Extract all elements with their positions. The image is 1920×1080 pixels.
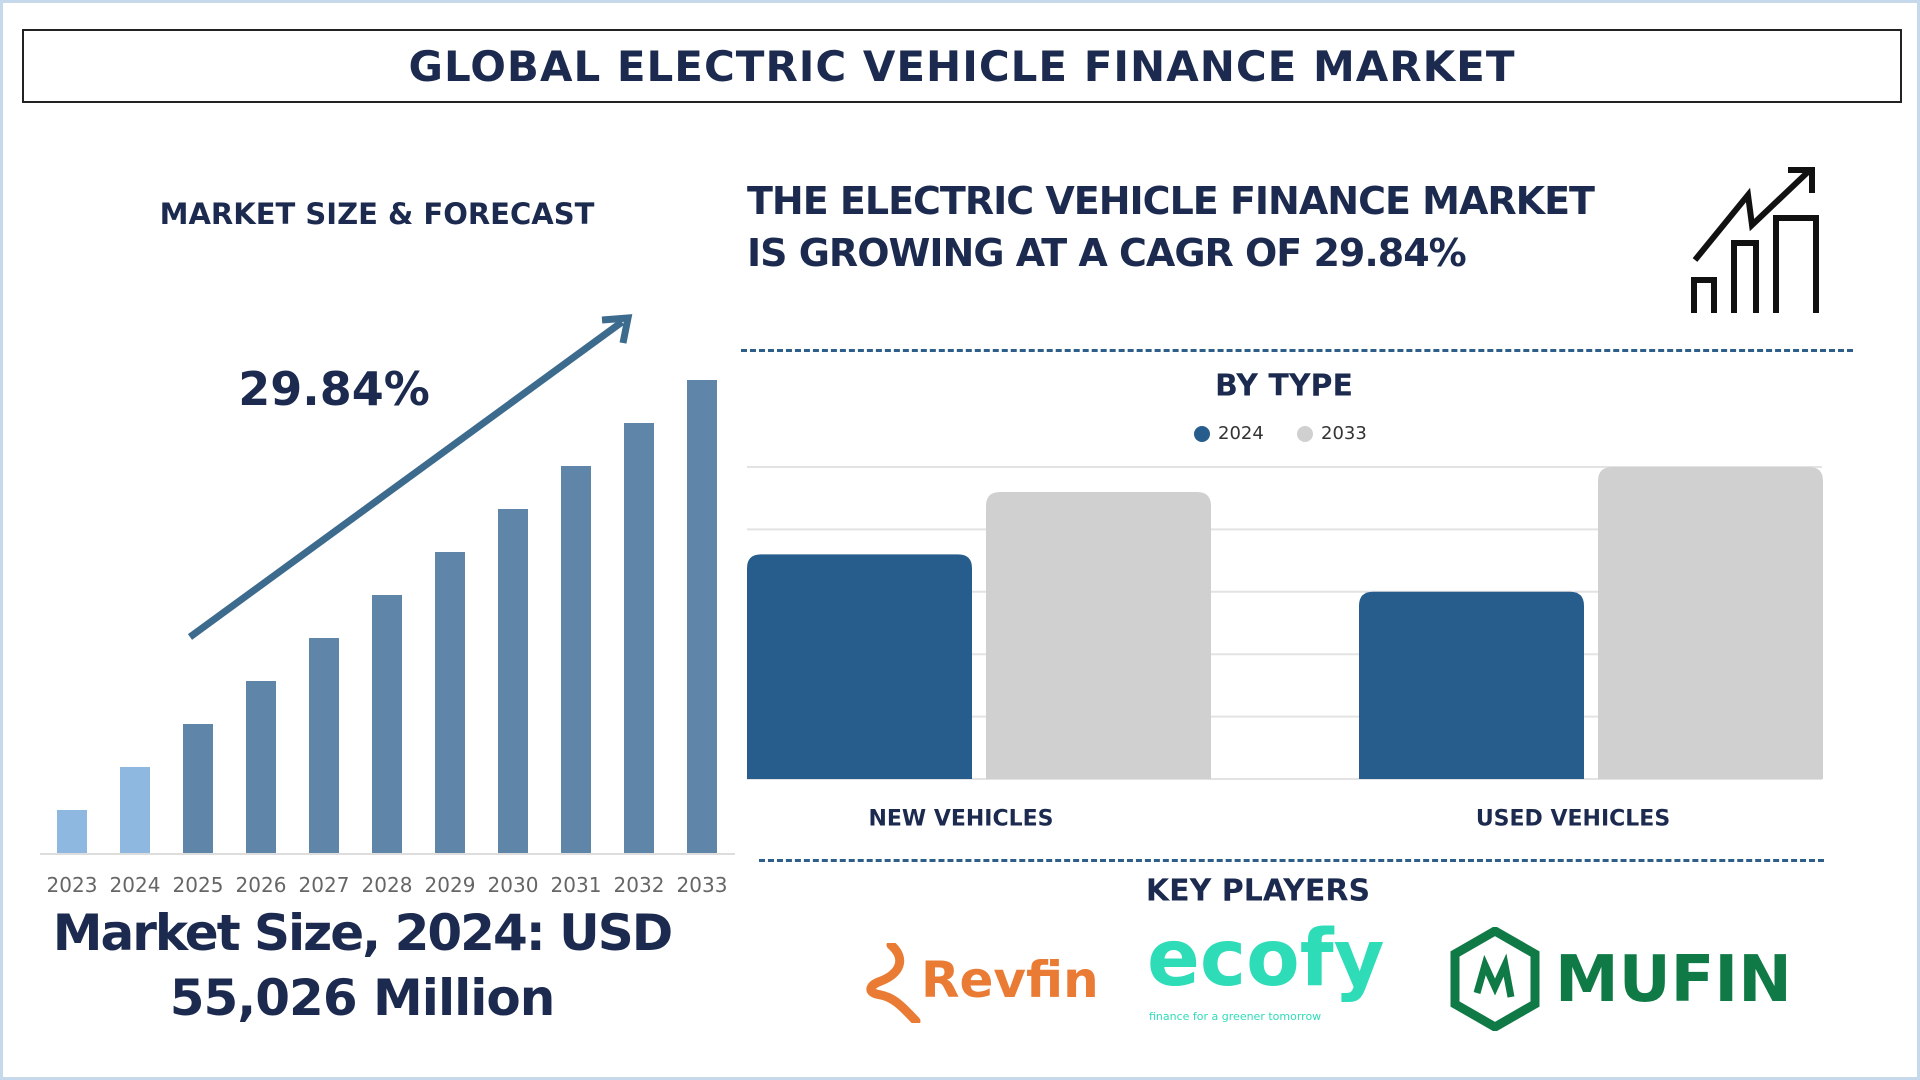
divider-top (741, 349, 1853, 352)
legend-dot-2033 (1297, 425, 1313, 442)
bar-2029 (435, 552, 465, 853)
headline-line2: IS GROWING AT A CAGR OF 29.84% (747, 231, 1467, 275)
key-players-heading: KEY PLAYERS (1145, 873, 1371, 909)
bar-2032 (624, 423, 654, 853)
tick-label-2032: 2032 (614, 873, 665, 897)
tick-label-2026: 2026 (236, 873, 287, 897)
page-title: GLOBAL ELECTRIC VEHICLE FINANCE MARKET (22, 29, 1902, 103)
category-label-new: NEW VEHICLES (868, 806, 1054, 832)
bar-new-vehicles-2024 (747, 554, 972, 779)
tick-label-2028: 2028 (362, 873, 413, 897)
growth-chart-icon (1691, 167, 1819, 313)
bar-2033 (687, 380, 717, 853)
bar-used-vehicles-2024 (1359, 591, 1584, 779)
legend-2024: 2024 (1194, 423, 1264, 444)
bar-2023 (57, 810, 87, 853)
headline-line1: THE ELECTRIC VEHICLE FINANCE MARKET (747, 179, 1595, 223)
legend-label-2024: 2024 (1218, 423, 1264, 444)
market-size-line1: Market Size, 2024: USD (52, 904, 674, 962)
bar-new-vehicles-2033 (986, 491, 1211, 779)
bar-2026 (246, 681, 276, 853)
growth-arrow-head (601, 314, 633, 344)
legend-dot-2024 (1194, 425, 1210, 442)
bar-2024 (120, 767, 150, 853)
tick-label-2030: 2030 (488, 873, 539, 897)
bar-2025 (183, 724, 213, 853)
tick-label-2024: 2024 (110, 873, 161, 897)
market-size-heading: MARKET SIZE & FORECAST (159, 197, 595, 231)
growth-arrow (187, 319, 625, 640)
bar-used-vehicles-2033 (1598, 467, 1823, 779)
legend-2033: 2033 (1297, 423, 1367, 444)
cagr-annotation: 29.84% (238, 362, 430, 416)
bar-2027 (309, 638, 339, 853)
tick-label-2029: 2029 (425, 873, 476, 897)
mufin-logo: MUFIN (1449, 927, 1792, 1031)
legend-label-2033: 2033 (1321, 423, 1367, 444)
category-label-used: USED VEHICLES (1475, 806, 1671, 832)
divider-bottom (759, 859, 1824, 862)
tick-label-2025: 2025 (173, 873, 224, 897)
bar-2031 (561, 466, 591, 853)
tick-label-2031: 2031 (551, 873, 602, 897)
mufin-hexagon-icon (1450, 927, 1540, 1031)
tick-label-2027: 2027 (299, 873, 350, 897)
cagr-headline: THE ELECTRIC VEHICLE FINANCE MARKET IS G… (747, 175, 1595, 279)
revfin-swoosh-icon (866, 943, 921, 1023)
tick-label-2023: 2023 (47, 873, 98, 897)
tick-label-2033: 2033 (677, 873, 728, 897)
revfin-logo: Revfin (861, 943, 1101, 1023)
bar-2028 (372, 595, 402, 853)
bar-2030 (498, 509, 528, 853)
ecofy-logo: ecofy finance for a greener tomorrow (1147, 914, 1385, 1023)
market-size-line2: 55,026 Million (169, 969, 556, 1027)
by-type-heading: BY TYPE (1214, 368, 1354, 404)
